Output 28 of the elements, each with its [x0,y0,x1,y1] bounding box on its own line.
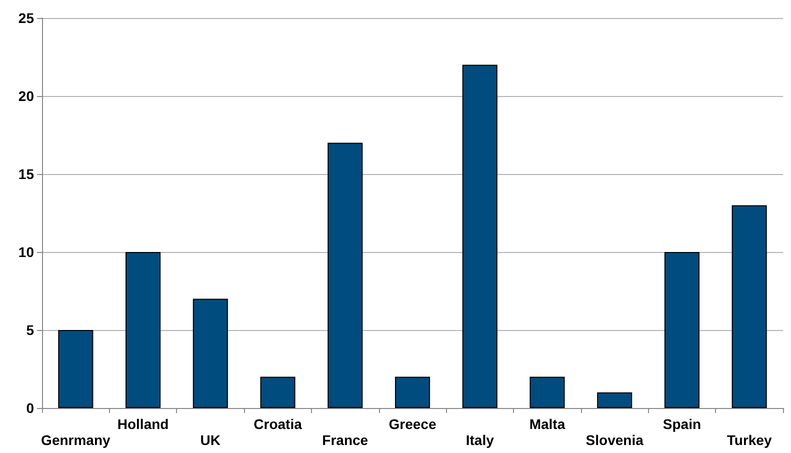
x-tick-label: Malta [529,416,566,432]
bar [732,205,767,408]
x-tick-label: Greece [388,416,436,432]
x-tick-label: UK [200,432,221,448]
x-tick-label: Spain [662,416,702,432]
x-tick-label: Croatia [254,416,302,432]
y-tick-label: 0 [26,400,34,416]
bar [530,376,565,408]
bar [462,64,498,408]
bar [328,142,363,408]
x-tick-label: Italy [466,432,494,448]
bar [664,252,700,408]
x-tick-label: Holland [117,416,169,432]
x-tick-label: Genrmany [41,432,111,448]
x-tick-label: Slovenia [586,432,644,448]
bar [260,376,296,408]
x-tick-label: France [322,432,368,448]
bar [192,298,228,408]
y-tick-label: 20 [18,88,34,104]
bar [597,392,632,408]
x-tick-label: Turkey [726,432,772,448]
y-tick-label: 5 [26,322,34,338]
bar [394,376,430,408]
bar [58,330,94,408]
y-tick-label: 15 [18,166,34,182]
y-tick-label: 10 [18,244,34,260]
y-tick-label: 25 [18,10,34,26]
bar [126,252,161,408]
